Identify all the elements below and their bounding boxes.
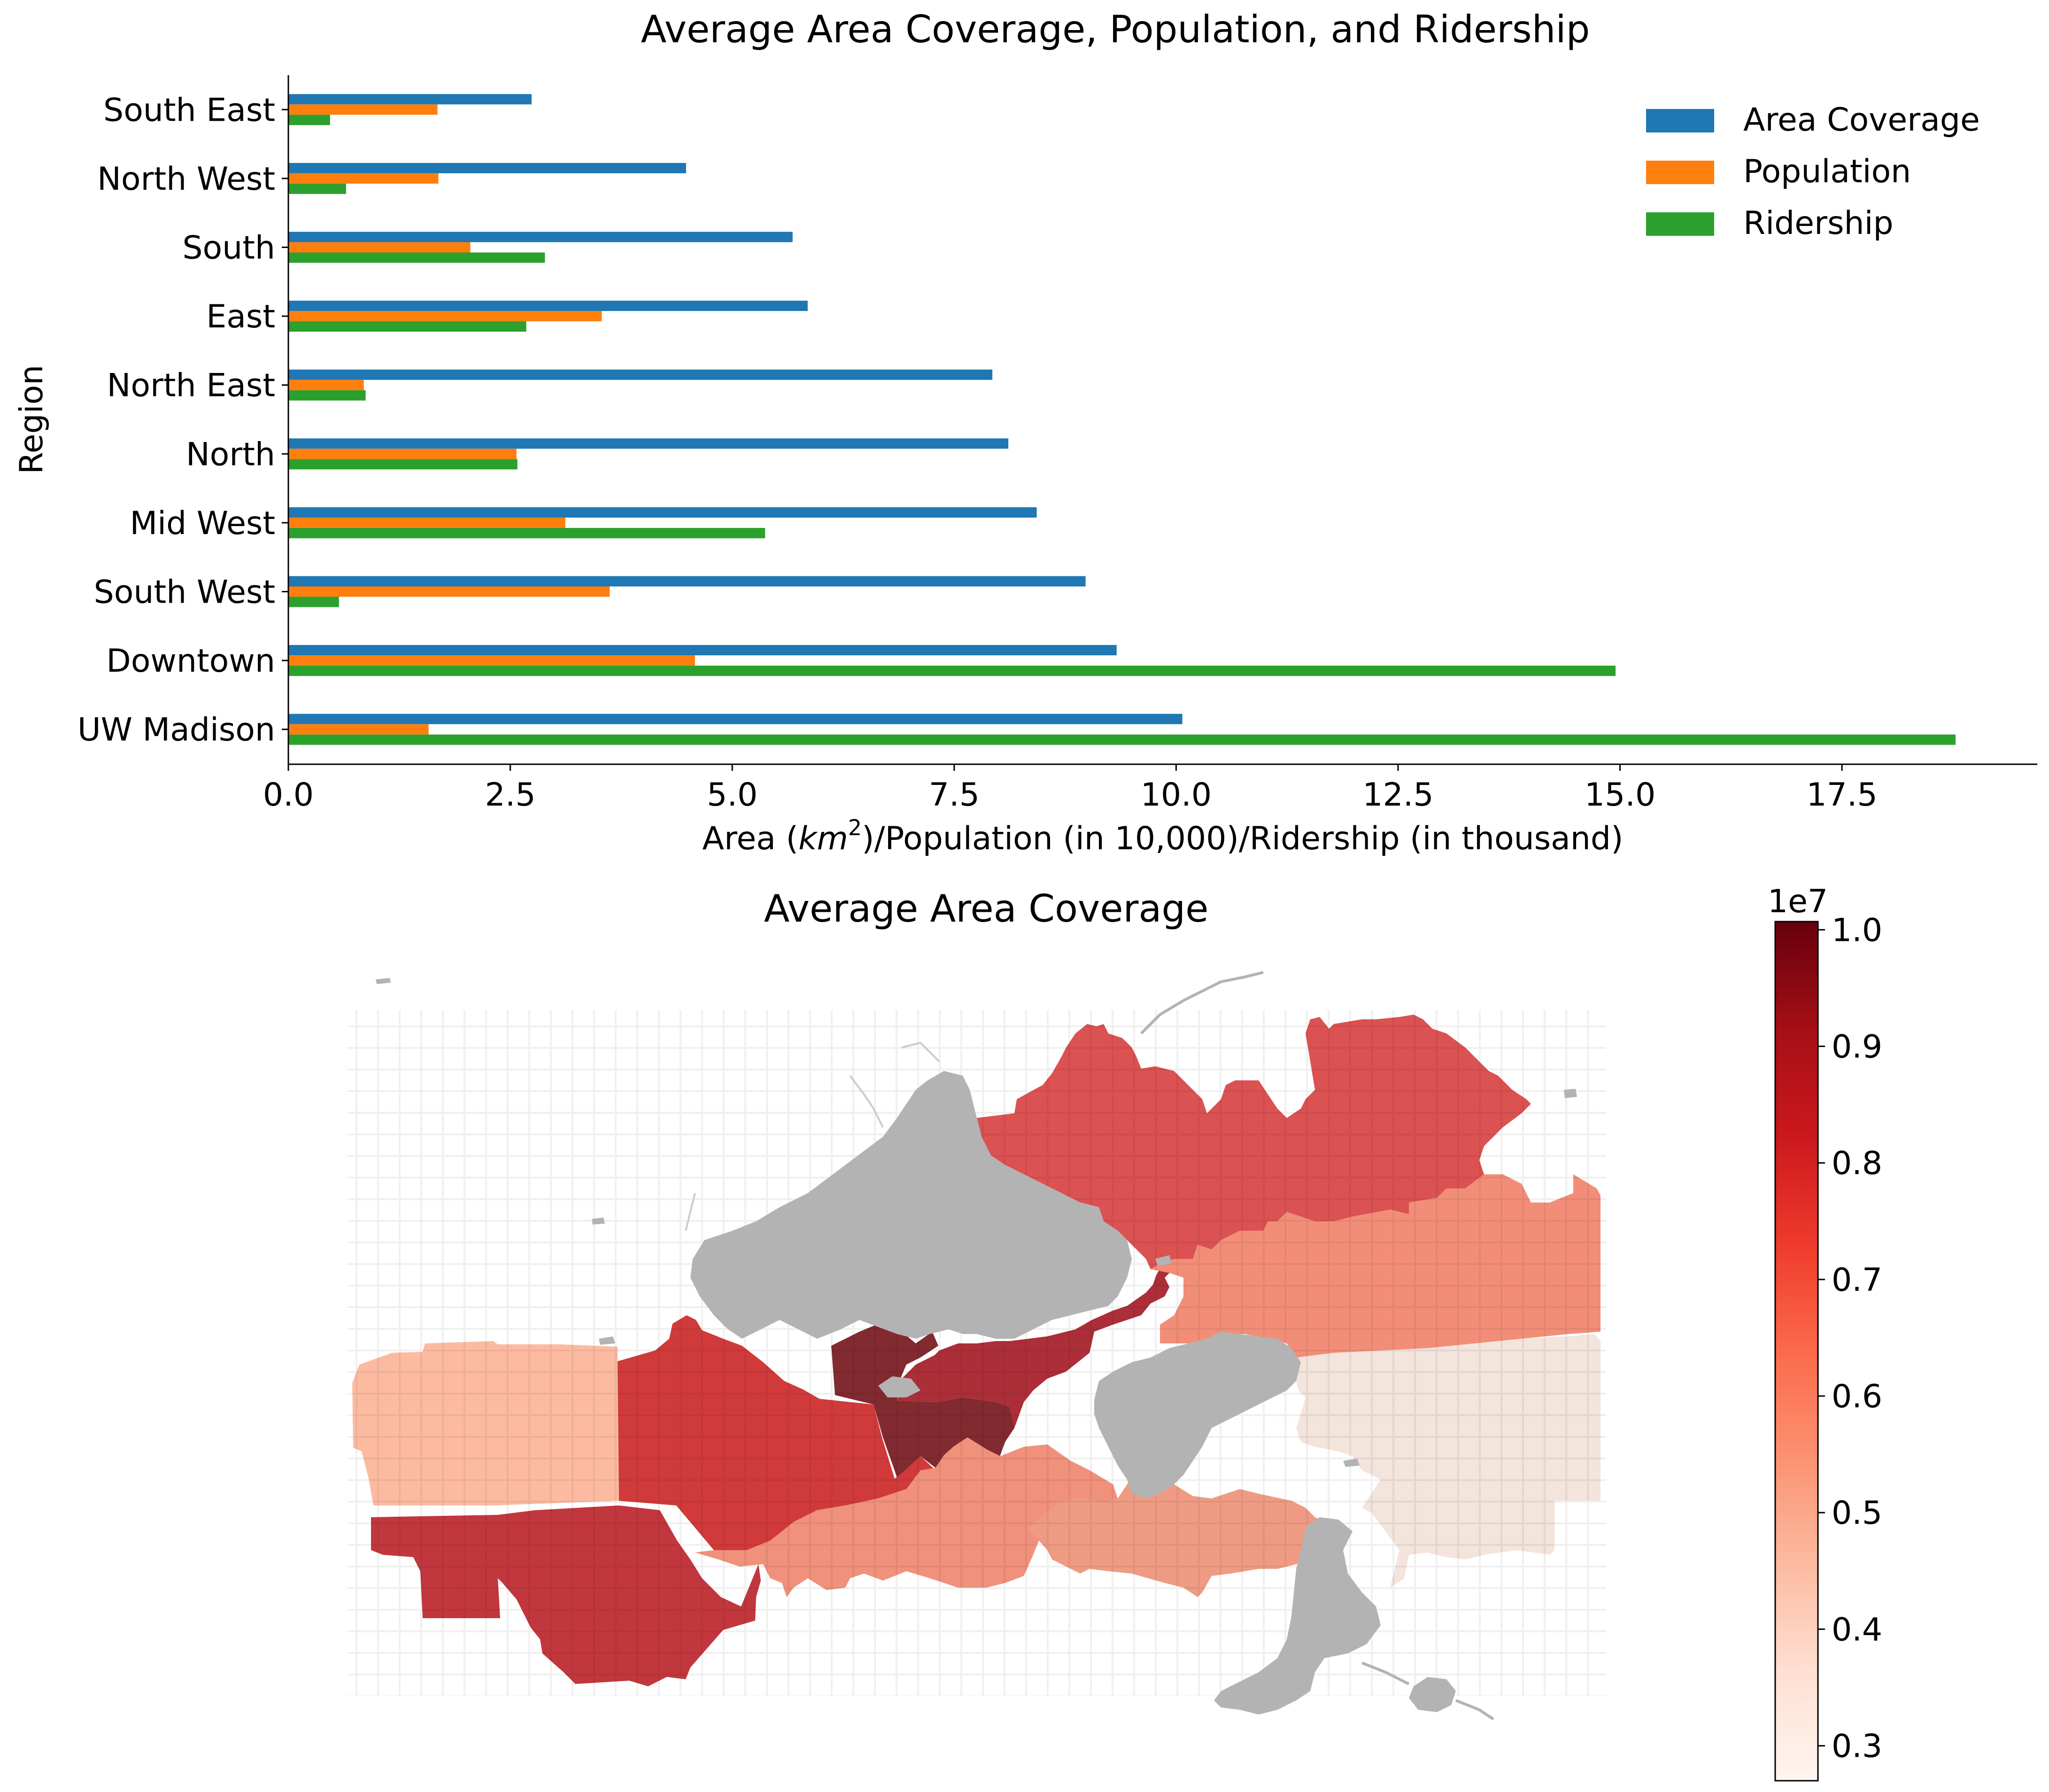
x-tick-label: 17.5	[1806, 776, 1877, 814]
y-axis-ticks: UW Madison Downtown South West Mid West Nort…	[77, 92, 288, 749]
colorbar-ticks: 0.3 0.4 0.5 0.6 0.7 0.8 0.9 1.0	[1818, 912, 1882, 1765]
colorbar-tick-label: 0.5	[1832, 1495, 1882, 1532]
colorbar-tick-label: 0.7	[1832, 1262, 1882, 1299]
x-axis-label-part-2: )/Population (in 10,000)/Ridership (in t…	[862, 820, 1624, 857]
yahara-river	[1140, 971, 1494, 1721]
bar-area-coverage-south	[288, 232, 793, 242]
legend-label: Area Coverage	[1743, 101, 1980, 139]
x-axis-label-exponent: 2	[848, 815, 862, 840]
bar-population-east	[288, 311, 602, 322]
x-tick-label: 7.5	[929, 776, 980, 814]
bar-population-downtown	[288, 655, 695, 666]
colorbar-tick-label: 0.3	[1832, 1728, 1882, 1765]
lake-mendota	[690, 1071, 1132, 1339]
street-network	[348, 1010, 1606, 1696]
bar-ridership-uw-madison	[288, 734, 1956, 745]
colorbar-tick-label: 0.9	[1832, 1029, 1882, 1066]
x-tick-label: 2.5	[485, 776, 536, 814]
colorbar-gradient	[1774, 921, 1819, 1782]
bar-population-north	[288, 449, 517, 459]
x-tick-label: 15.0	[1585, 776, 1655, 814]
bar-ridership-mid-west	[288, 528, 765, 538]
small-pond	[376, 978, 391, 984]
bar-population-south-east	[288, 104, 438, 115]
lake-monona	[1094, 1332, 1301, 1498]
x-axis-label-unit: km	[798, 820, 848, 857]
bar-area-coverage-downtown	[288, 645, 1117, 656]
colorbar-tick-label: 0.4	[1832, 1611, 1882, 1648]
bar-population-south	[288, 242, 471, 253]
small-pond	[1155, 1255, 1172, 1266]
small-pond	[592, 1218, 605, 1225]
bar-area-coverage-south-west	[288, 576, 1086, 587]
legend: Area Coverage Population Ridership	[1646, 101, 1980, 242]
bar-area-coverage-north-west	[288, 163, 686, 173]
legend-label: Population	[1743, 153, 1911, 190]
bar-area-coverage-uw-madison	[288, 714, 1183, 724]
legend-swatch	[1646, 212, 1714, 236]
bar-ridership-downtown	[288, 666, 1616, 676]
map-title: Average Area Coverage	[764, 887, 1209, 931]
y-tick-label: South East	[103, 92, 275, 129]
small-pond	[599, 1336, 615, 1345]
y-tick-label: Downtown	[106, 643, 275, 680]
bar-area-coverage-north-east	[288, 369, 993, 380]
bar-chart-title: Average Area Coverage, Population, and R…	[641, 8, 1590, 51]
y-tick-label: UW Madison	[77, 712, 275, 749]
lake-kegonsa	[1409, 1677, 1456, 1712]
bar-ridership-north-east	[288, 390, 366, 401]
bar-ridership-south-west	[288, 597, 339, 607]
bar-area-coverage-north	[288, 438, 1009, 449]
legend-swatch	[1646, 161, 1714, 184]
y-tick-label: South West	[94, 574, 275, 611]
bar-area-coverage-mid-west	[288, 507, 1037, 518]
bar-population-north-west	[288, 173, 439, 184]
creek-lines	[685, 1041, 940, 1231]
y-tick-label: Mid West	[130, 505, 275, 542]
choropleth-map: Average Area Coverage	[348, 883, 1882, 1782]
bar-ridership-south	[288, 252, 545, 263]
lake-wingra	[878, 1376, 920, 1397]
x-tick-label: 12.5	[1362, 776, 1433, 814]
bar-area-coverage-east	[288, 301, 808, 311]
legend-label: Ridership	[1743, 205, 1894, 242]
bar-population-mid-west	[288, 517, 565, 528]
y-tick-label: North West	[97, 161, 275, 198]
bar-population-north-east	[288, 380, 364, 390]
bar-ridership-north	[288, 459, 518, 470]
bar-population-south-west	[288, 586, 610, 597]
x-tick-label: 0.0	[263, 776, 314, 814]
y-tick-label: North East	[107, 367, 275, 404]
x-tick-label: 5.0	[707, 776, 758, 814]
colorbar-tick-label: 0.8	[1832, 1145, 1882, 1182]
bar-area-coverage-south-east	[288, 94, 532, 105]
bar-chart: Average Area Coverage, Population, and R…	[13, 8, 2037, 857]
small-pond	[1564, 1089, 1577, 1098]
colorbar-tick-label: 0.6	[1832, 1378, 1882, 1415]
legend-swatch	[1646, 109, 1714, 132]
colorbar-offset-label: 1e7	[1768, 883, 1828, 920]
y-tick-label: South	[182, 230, 275, 267]
small-pond	[1343, 1458, 1360, 1467]
bar-ridership-south-east	[288, 115, 330, 125]
y-tick-label: East	[206, 298, 275, 335]
lake-waubesa	[1214, 1517, 1381, 1714]
colorbar-tick-label: 1.0	[1832, 912, 1882, 949]
bar-ridership-east	[288, 321, 526, 332]
x-axis-label: Area (km2)/Population (in 10,000)/Riders…	[702, 815, 1623, 857]
bar-population-uw-madison	[288, 724, 429, 735]
x-axis-ticks: 0.0 2.5 5.0 7.5 10.0 12.5 15.0 17.5	[263, 764, 1878, 814]
bar-group	[288, 94, 1956, 745]
y-axis-label: Region	[13, 365, 50, 474]
bar-ridership-north-west	[288, 183, 346, 194]
y-tick-label: North	[186, 436, 275, 473]
x-axis-label-part-1: Area (	[702, 820, 798, 857]
x-tick-label: 10.0	[1141, 776, 1212, 814]
colorbar: 1e7 0.3 0.4 0.5 0.6 0.7 0.8 0.9 1.0	[1768, 883, 1882, 1782]
